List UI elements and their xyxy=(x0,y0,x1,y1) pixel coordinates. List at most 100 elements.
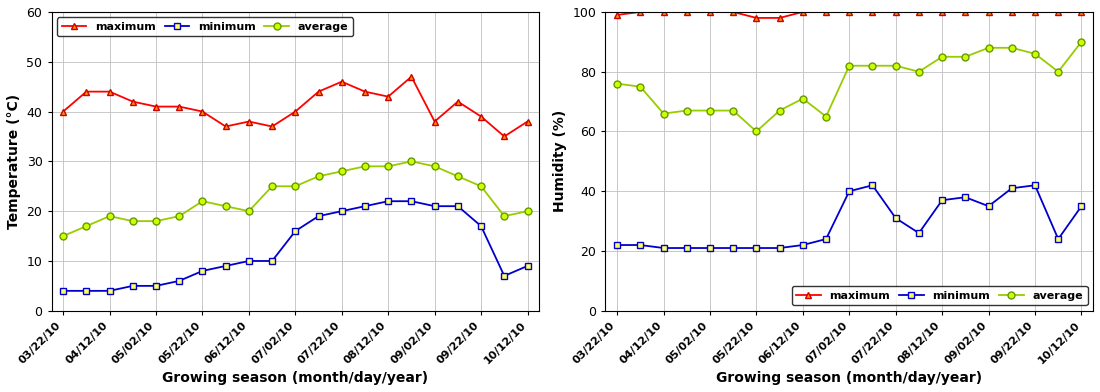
maximum xyxy=(1028,9,1042,14)
minimum xyxy=(866,183,879,188)
average xyxy=(657,111,670,116)
maximum xyxy=(773,16,786,20)
average xyxy=(727,108,740,113)
minimum xyxy=(405,199,418,203)
maximum xyxy=(1075,9,1088,14)
minimum xyxy=(796,243,810,247)
average xyxy=(1052,69,1065,74)
maximum xyxy=(959,9,972,14)
Legend: maximum, minimum, average: maximum, minimum, average xyxy=(792,286,1088,305)
minimum xyxy=(1075,204,1088,209)
minimum xyxy=(982,204,996,209)
maximum xyxy=(982,9,996,14)
maximum xyxy=(843,9,856,14)
maximum xyxy=(634,9,647,14)
maximum xyxy=(405,74,418,79)
maximum xyxy=(56,109,69,114)
average xyxy=(1028,51,1042,56)
minimum xyxy=(428,204,441,209)
minimum xyxy=(680,246,693,250)
average xyxy=(312,174,326,179)
maximum xyxy=(703,9,716,14)
minimum xyxy=(336,209,349,214)
average xyxy=(912,69,925,74)
average xyxy=(219,204,232,209)
maximum xyxy=(935,9,948,14)
average xyxy=(820,114,833,119)
average xyxy=(773,108,786,113)
average xyxy=(889,64,902,68)
minimum xyxy=(773,246,786,250)
maximum xyxy=(80,89,94,94)
average xyxy=(474,184,487,189)
Line: minimum: minimum xyxy=(614,182,1085,252)
maximum xyxy=(150,104,163,109)
average xyxy=(405,159,418,164)
minimum xyxy=(657,246,670,250)
average xyxy=(173,214,186,218)
minimum xyxy=(451,204,464,209)
average xyxy=(866,64,879,68)
maximum xyxy=(173,104,186,109)
minimum xyxy=(196,269,209,273)
average xyxy=(242,209,255,214)
minimum xyxy=(703,246,716,250)
maximum xyxy=(312,89,326,94)
maximum xyxy=(428,119,441,124)
minimum xyxy=(935,198,948,203)
maximum xyxy=(680,9,693,14)
average xyxy=(103,214,117,218)
maximum xyxy=(912,9,925,14)
maximum xyxy=(451,99,464,104)
Y-axis label: Humidity (%): Humidity (%) xyxy=(553,110,566,212)
minimum xyxy=(1028,183,1042,188)
maximum xyxy=(126,99,140,104)
average xyxy=(150,219,163,223)
maximum xyxy=(820,9,833,14)
Line: minimum: minimum xyxy=(59,198,531,294)
minimum xyxy=(1005,186,1019,191)
average xyxy=(126,219,140,223)
minimum xyxy=(126,283,140,288)
minimum xyxy=(173,279,186,283)
average xyxy=(796,96,810,101)
maximum xyxy=(1052,9,1065,14)
minimum xyxy=(359,204,372,209)
Legend: maximum, minimum, average: maximum, minimum, average xyxy=(57,18,353,36)
maximum xyxy=(727,9,740,14)
minimum xyxy=(610,243,624,247)
minimum xyxy=(727,246,740,250)
average xyxy=(288,184,301,189)
average xyxy=(521,209,535,214)
minimum xyxy=(242,259,255,263)
maximum xyxy=(288,109,301,114)
Y-axis label: Temperature (°C): Temperature (°C) xyxy=(7,94,21,229)
average xyxy=(336,169,349,174)
minimum xyxy=(80,289,94,293)
average xyxy=(428,164,441,169)
average xyxy=(982,45,996,50)
X-axis label: Growing season (month/day/year): Growing season (month/day/year) xyxy=(163,371,428,385)
Line: maximum: maximum xyxy=(59,73,531,140)
maximum xyxy=(219,124,232,129)
minimum xyxy=(56,289,69,293)
minimum xyxy=(959,195,972,200)
average xyxy=(610,81,624,86)
average xyxy=(750,129,763,134)
average xyxy=(680,108,693,113)
minimum xyxy=(150,283,163,288)
minimum xyxy=(1052,237,1065,241)
minimum xyxy=(497,274,510,278)
maximum xyxy=(889,9,902,14)
minimum xyxy=(474,224,487,229)
minimum xyxy=(521,263,535,268)
maximum xyxy=(521,119,535,124)
average xyxy=(497,214,510,218)
minimum xyxy=(634,243,647,247)
average xyxy=(959,54,972,59)
average xyxy=(1075,40,1088,44)
Line: average: average xyxy=(59,158,531,240)
maximum xyxy=(359,89,372,94)
minimum xyxy=(219,263,232,268)
minimum xyxy=(312,214,326,218)
